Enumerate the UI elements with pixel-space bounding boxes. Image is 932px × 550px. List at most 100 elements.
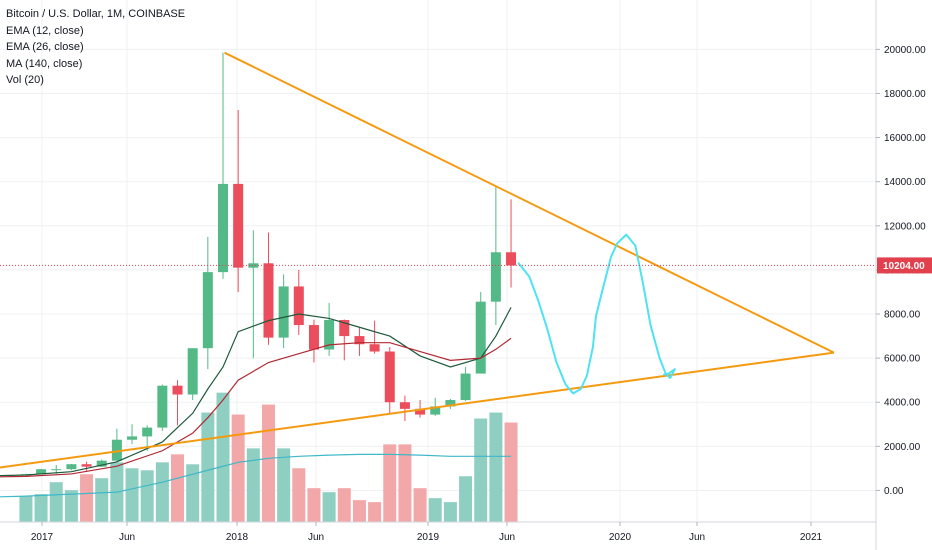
time-tick-label: 2021 [800,532,823,543]
ema-lines [0,307,512,478]
candle-body [384,351,395,403]
candle-body [248,263,259,268]
time-tick-label: 2017 [31,532,54,543]
legend-title[interactable]: Bitcoin / U.S. Dollar, 1M, COINBASE [6,8,186,20]
price-tick-label: 20000.00 [884,45,926,56]
candle-body [157,385,168,428]
candle-body [263,263,274,338]
volume-bar [428,498,442,522]
projection-path[interactable] [517,233,676,395]
candle-body [460,373,471,401]
candle-body [51,469,62,471]
legend-vol[interactable]: Vol (20) [6,74,44,86]
last-price-label: 10204.00 [883,261,925,272]
candle-body [96,460,107,467]
volume-bar [261,404,275,522]
volume-bar [125,468,139,522]
volume-bar [34,494,48,522]
volume-bar [292,468,306,522]
volume-bar [352,500,366,522]
volume-bar [398,444,412,522]
price-tick-label: 6000.00 [884,354,921,365]
volume-bar [186,464,200,522]
time-tick-label: 2020 [609,532,632,543]
candle-body [339,319,350,337]
legend-ema12[interactable]: EMA (12, close) [6,24,84,37]
candle-body [127,436,138,440]
volume-bar [216,392,230,522]
volume-ma [0,453,512,498]
volume-bar [504,422,518,522]
candle-body [278,286,289,338]
volume-bar [459,476,473,522]
candle-body [187,348,198,395]
volume-bar [246,448,260,522]
candle-body [66,464,77,470]
candle-body [111,439,122,461]
candle-body [142,427,153,437]
candle-body [324,319,335,350]
candle-body [430,406,441,415]
candle-body [202,272,213,349]
candle-body [445,400,456,407]
price-tick-label: 14000.00 [884,177,926,188]
candle-body [308,325,319,350]
candle-body [506,252,517,266]
time-tick-label: Jun [689,532,705,543]
price-axis[interactable]: 0.002000.004000.006000.008000.0010000.00… [875,0,932,550]
volume-bar [49,482,63,522]
lower-support-trendline[interactable] [0,351,835,475]
candle-body [172,385,183,395]
legend-ma140[interactable]: MA (140, close) [6,57,83,70]
last-price-badge [877,257,932,274]
ema12-line [0,307,512,477]
trendlines[interactable] [0,51,835,475]
time-tick-label: Jun [499,532,515,543]
volume-bar [337,488,351,522]
time-axis[interactable]: 2017 Jun 2018 Jun 2019 Jun 2020 Jun 2021 [0,521,876,543]
volume-bar [489,412,503,522]
volume-bar [140,470,154,522]
volume-bar [413,488,427,522]
candle-body [233,183,244,268]
price-tick-label: 18000.00 [884,89,926,100]
candle-body [399,402,410,409]
volume-bar [80,474,94,522]
candle-body [293,286,304,326]
ema26-line [0,337,512,478]
time-tick-label: 2018 [226,532,249,543]
candle-body [369,344,380,352]
candle-body [36,469,47,475]
price-tick-label: 8000.00 [884,310,921,321]
price-tick-label: 2000.00 [884,442,921,453]
volume-bar [474,418,488,522]
price-tick-label: 0.00 [884,486,904,497]
volume-bar [64,490,78,522]
volume-ma-line [0,453,512,498]
legend-ema26[interactable]: EMA (26, close) [6,41,84,53]
volume-bars [19,392,518,522]
candle-body [475,301,486,374]
volume-bar [155,462,169,522]
projection-drawing[interactable] [517,233,676,395]
volume-bar [443,502,457,522]
upper-resistance-trendline[interactable] [224,51,835,354]
candle-body [415,408,426,415]
candle-body [81,464,92,467]
volume-bar [201,412,215,522]
candle-body [354,336,365,345]
price-tick-label: 16000.00 [884,133,926,144]
volume-bar [231,414,245,522]
price-tick-label: 4000.00 [884,398,921,409]
volume-bar [368,502,382,522]
candle-body [490,252,501,302]
volume-bar [277,448,291,522]
volume-bar [307,488,321,522]
volume-bar [19,496,33,522]
price-tick-label: 12000.00 [884,221,926,232]
volume-bar [95,478,109,522]
volume-bar [322,492,336,522]
volume-bar [383,444,397,522]
time-tick-label: Jun [308,532,324,543]
